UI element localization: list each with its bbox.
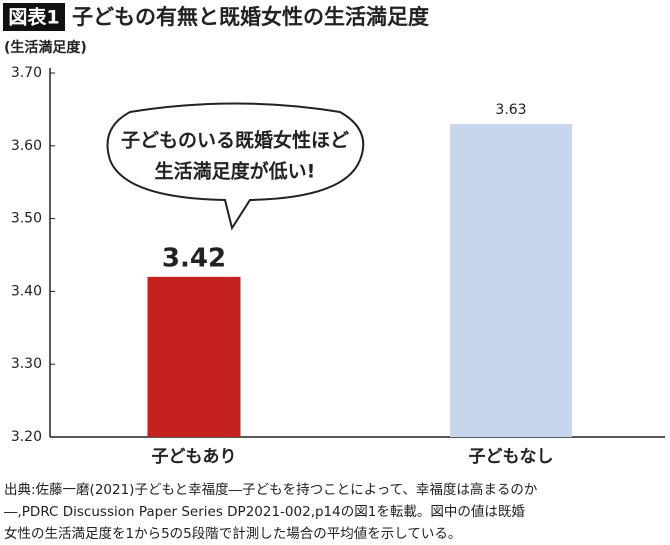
y-tick-label: 3.40 (11, 283, 42, 299)
badge-box (3, 3, 65, 31)
y-tick-label: 3.60 (11, 138, 42, 154)
y-tick-label: 3.50 (11, 211, 42, 227)
x-tick-label: 子どもあり (152, 447, 237, 467)
source: 出典:佐藤一磨(2021)子どもと幸福度―子どもを持つことによって、幸福度は高ま… (4, 481, 538, 498)
speech-bubble (106, 102, 365, 231)
annotation: 子どものいる既婚女性ほど (121, 129, 349, 152)
chart-title: 子どもの有無と既婚女性の生活満足度 (72, 5, 429, 29)
source: ―,PDRC Discussion Paper Series DP2021-00… (4, 504, 525, 520)
value-label: 3.63 (495, 102, 526, 118)
y-axis-label: (生活満足度) (4, 39, 87, 56)
x-tick-label: 子どもなし (469, 447, 554, 467)
y-tick-label: 3.70 (11, 65, 42, 81)
badge: 図表1 (8, 6, 59, 29)
annotation: 生活満足度が低い! (155, 160, 316, 183)
y-tick-label: 3.30 (11, 356, 42, 372)
bar (147, 276, 241, 437)
y-tick-label: 3.20 (11, 429, 42, 445)
source: 女性の生活満足度を1から5の5段階で計測した場合の平均値を示している。 (4, 525, 461, 542)
bar (450, 123, 572, 438)
value-label: 3.42 (162, 243, 226, 273)
